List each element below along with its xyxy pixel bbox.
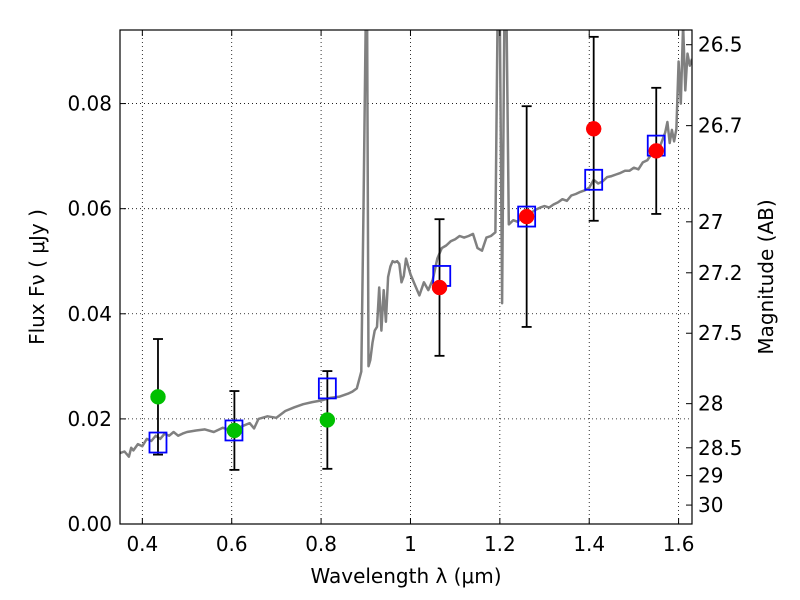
right-tick-label: 29 — [698, 464, 723, 488]
photometry-point — [648, 143, 664, 159]
photometry-point — [150, 389, 166, 405]
y-axis-label: Flux Fν ( μJy ) — [25, 209, 49, 345]
model-photometry-square — [148, 431, 168, 454]
right-tick-label: 27.2 — [698, 261, 743, 285]
photometry-point — [518, 208, 535, 225]
grid-lines — [120, 30, 692, 524]
x-tick-label: 0.4 — [126, 532, 158, 556]
x-tick-label: 1.2 — [484, 532, 516, 556]
right-tick-label: 28.5 — [698, 436, 743, 460]
y-tick-label: 0.08 — [67, 92, 112, 116]
model-photometry-square — [317, 377, 337, 400]
photometry-point — [319, 412, 336, 428]
y-tick-label: 0.04 — [67, 302, 112, 326]
right-tick-label: 30 — [698, 493, 723, 517]
x-tick-label: 1.4 — [573, 532, 605, 556]
plot-frame — [119, 29, 693, 525]
right-tick-label: 26.7 — [698, 114, 743, 138]
right-tick-label: 28 — [698, 392, 723, 416]
model-photometry-square — [517, 205, 537, 228]
model-photometry-square — [584, 168, 604, 191]
plot-area — [120, 30, 692, 471]
photometry-point — [585, 121, 602, 137]
model-photometry-square — [224, 419, 244, 442]
y-tick-label: 0.00 — [67, 512, 112, 536]
x-tick-label: 1 — [404, 532, 417, 556]
photometry-point — [431, 279, 448, 296]
x-tick-label: 1.6 — [663, 532, 695, 556]
right-tick-label: 27.5 — [698, 321, 743, 345]
x-axis-label: Wavelength λ (μm) — [310, 564, 501, 588]
y-tick-label: 0.06 — [67, 197, 112, 221]
axis-ticks: 0.4 0.6 0.8 1 1.2 1.4 1.6 0.00 0.02 0.04 0.06 0.08 2… — [67, 30, 743, 556]
x-tick-label: 0.6 — [216, 532, 248, 556]
x-tick-label: 0.8 — [305, 532, 337, 556]
right-tick-label: 27 — [698, 210, 723, 234]
photometry-point — [226, 422, 243, 439]
y-tick-label: 0.02 — [67, 407, 112, 431]
right-tick-label: 26.5 — [698, 33, 743, 57]
right-axis-label: Magnitude (AB) — [754, 199, 778, 354]
